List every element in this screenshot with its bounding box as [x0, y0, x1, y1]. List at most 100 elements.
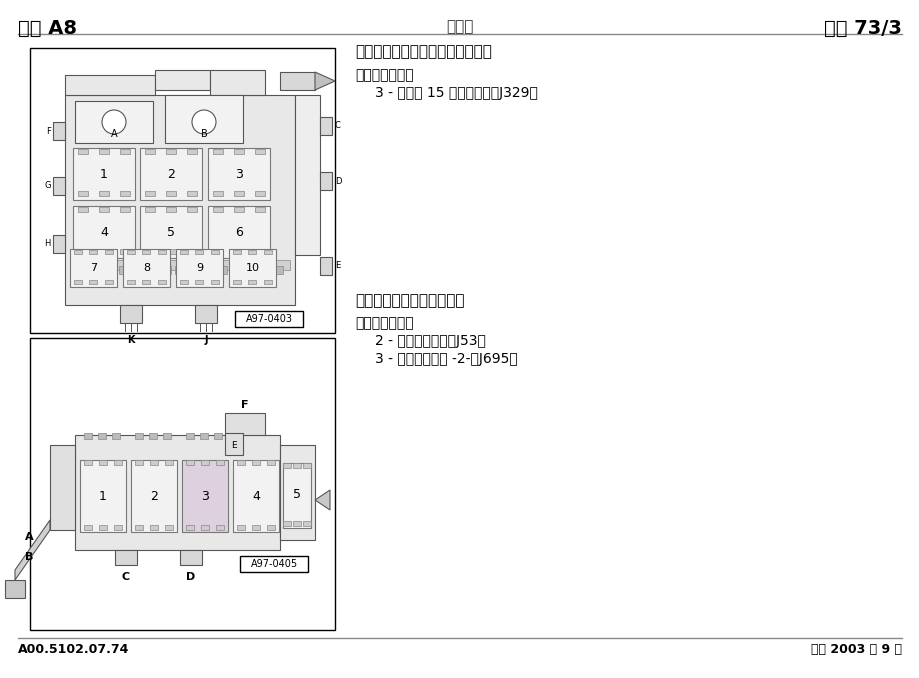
Bar [320, 172, 332, 190]
Bar [119, 305, 142, 323]
Bar [213, 207, 222, 212]
Bar [70, 260, 289, 270]
Bar [195, 305, 217, 323]
Polygon shape [314, 490, 330, 510]
Bar [188, 266, 199, 274]
Bar [105, 266, 115, 274]
Bar [210, 70, 265, 95]
Text: 6: 6 [235, 226, 243, 239]
Text: 3 - 起动机继电器 -2-（J695）: 3 - 起动机继电器 -2-（J695） [375, 352, 517, 366]
Bar [135, 433, 142, 439]
Text: A00.5102.07.74: A00.5102.07.74 [18, 643, 130, 656]
Bar [234, 311, 302, 327]
Bar [75, 101, 153, 143]
Bar [302, 521, 311, 526]
Bar [50, 445, 75, 530]
Bar [180, 280, 187, 284]
Bar [302, 463, 311, 468]
Bar [279, 445, 314, 540]
Bar [165, 149, 176, 154]
Bar [199, 433, 208, 439]
Bar [80, 460, 126, 532]
Text: K: K [127, 335, 134, 345]
Bar [216, 460, 223, 465]
Bar [217, 266, 227, 274]
Bar [267, 525, 275, 530]
Bar [70, 249, 117, 287]
Text: 8: 8 [142, 263, 150, 273]
Bar [165, 95, 243, 143]
Text: B: B [200, 129, 207, 139]
Bar [186, 525, 194, 530]
Bar [248, 250, 255, 254]
Bar [135, 525, 142, 530]
Bar [65, 75, 154, 95]
Bar [213, 249, 222, 254]
Bar [165, 249, 176, 254]
Bar [255, 207, 265, 212]
Bar [320, 257, 332, 275]
Bar [165, 525, 173, 530]
Bar [119, 249, 130, 254]
Bar [264, 250, 272, 254]
Bar [127, 250, 135, 254]
Text: 4: 4 [100, 226, 108, 239]
Text: 版本 2003 年 9 月: 版本 2003 年 9 月 [811, 643, 901, 656]
Bar [145, 149, 154, 154]
Bar [208, 148, 269, 200]
Bar [123, 249, 170, 287]
Bar [133, 266, 142, 274]
Bar [237, 525, 244, 530]
Bar [283, 521, 290, 526]
Polygon shape [15, 520, 50, 580]
Bar [240, 556, 308, 572]
Bar [158, 250, 165, 254]
Bar [65, 95, 295, 305]
Bar [145, 249, 154, 254]
Polygon shape [5, 580, 25, 598]
Text: 3: 3 [201, 490, 209, 502]
Text: 9: 9 [196, 263, 203, 273]
Bar [84, 525, 92, 530]
Bar [30, 48, 335, 333]
Bar [225, 413, 265, 435]
Text: 电路图: 电路图 [446, 19, 473, 34]
Bar [78, 207, 88, 212]
Bar [237, 460, 244, 465]
Text: A97-0405: A97-0405 [250, 559, 297, 569]
Bar [292, 463, 301, 468]
Bar [78, 249, 88, 254]
Bar [252, 460, 260, 465]
Bar [255, 149, 265, 154]
Bar [74, 280, 82, 284]
Text: C: C [335, 121, 341, 130]
Bar [112, 433, 119, 439]
Bar [145, 191, 154, 196]
Bar [91, 266, 101, 274]
Bar [163, 433, 171, 439]
Bar [252, 525, 260, 530]
Bar [233, 249, 244, 254]
Bar [233, 280, 241, 284]
Bar [99, 249, 108, 254]
Bar [119, 266, 129, 274]
Text: A: A [25, 532, 34, 542]
Bar [73, 206, 135, 258]
Text: J: J [204, 335, 208, 345]
Bar [231, 266, 241, 274]
Bar [186, 460, 194, 465]
Bar [105, 250, 113, 254]
Bar [225, 433, 243, 455]
Bar [105, 280, 113, 284]
Text: C: C [122, 572, 130, 582]
Text: 4: 4 [252, 490, 260, 502]
Circle shape [102, 110, 126, 134]
Bar [149, 433, 157, 439]
Bar [283, 463, 311, 528]
Text: 3: 3 [235, 167, 243, 180]
Bar [203, 266, 213, 274]
Bar [30, 338, 335, 630]
Bar [127, 280, 135, 284]
Text: D: D [187, 572, 196, 582]
Bar [142, 250, 150, 254]
